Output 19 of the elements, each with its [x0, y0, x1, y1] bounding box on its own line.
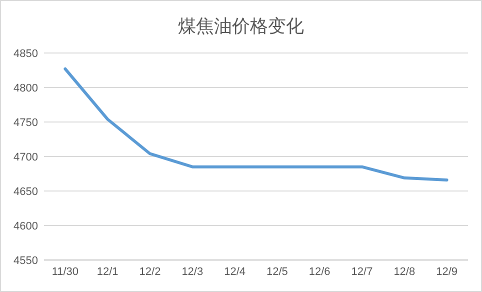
x-tick-label: 12/7 [351, 266, 373, 278]
y-tick-label: 4850 [14, 48, 38, 60]
x-tick-label: 12/4 [224, 266, 246, 278]
x-tick-label: 12/6 [308, 266, 330, 278]
y-tick-label: 4600 [14, 220, 38, 232]
x-tick-label: 12/9 [436, 266, 458, 278]
x-tick-label: 12/8 [394, 266, 416, 278]
x-tick-label: 12/2 [139, 266, 161, 278]
x-tick-label: 12/5 [266, 266, 288, 278]
x-tick-label: 11/30 [52, 266, 79, 278]
y-tick-label: 4550 [14, 255, 38, 267]
y-tick-label: 4700 [14, 152, 38, 164]
line-series [64, 67, 448, 182]
y-tick-label: 4750 [14, 117, 38, 129]
x-tick-label: 12/3 [182, 266, 204, 278]
y-tick-label: 4800 [14, 82, 38, 94]
chart-title: 煤焦油价格变化 [178, 16, 304, 36]
y-tick-label: 4650 [14, 186, 38, 198]
x-tick-label: 12/1 [96, 266, 118, 278]
